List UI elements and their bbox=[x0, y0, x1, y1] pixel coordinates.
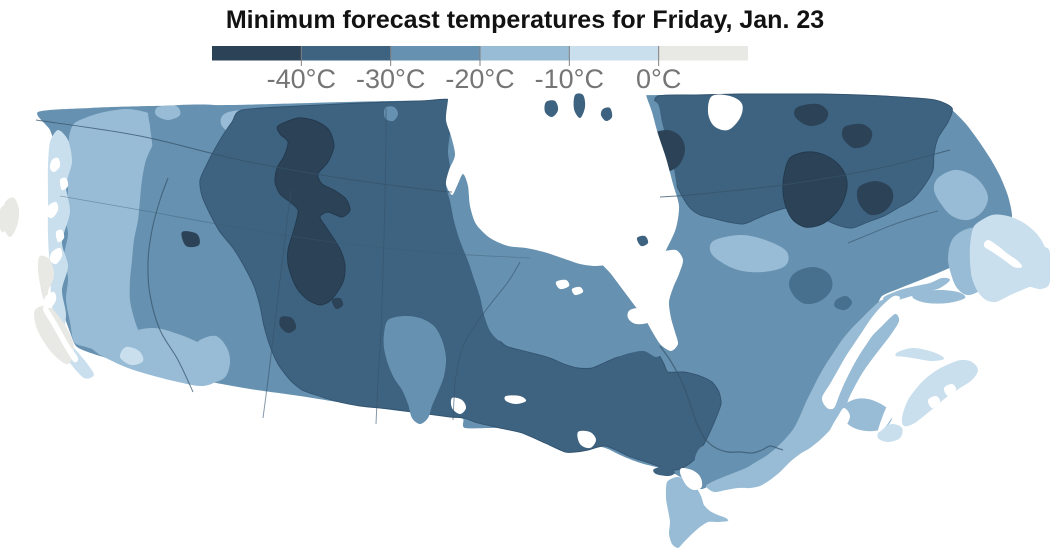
svg-text:-30°C: -30°C bbox=[356, 64, 425, 94]
svg-text:-10°C: -10°C bbox=[535, 64, 604, 94]
svg-text:-40°C: -40°C bbox=[267, 64, 336, 94]
svg-text:0°C: 0°C bbox=[636, 64, 681, 94]
svg-text:-20°C: -20°C bbox=[445, 64, 514, 94]
svg-text:Minimum forecast temperatures: Minimum forecast temperatures for Friday… bbox=[226, 6, 824, 34]
